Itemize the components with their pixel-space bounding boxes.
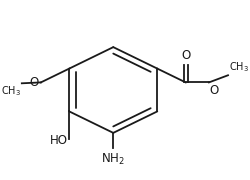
Text: CH$_3$: CH$_3$ (1, 84, 21, 98)
Text: NH$_2$: NH$_2$ (101, 152, 125, 167)
Text: O: O (29, 76, 38, 89)
Text: O: O (181, 49, 190, 62)
Text: HO: HO (50, 134, 68, 147)
Text: O: O (210, 84, 219, 97)
Text: CH$_3$: CH$_3$ (229, 61, 249, 74)
